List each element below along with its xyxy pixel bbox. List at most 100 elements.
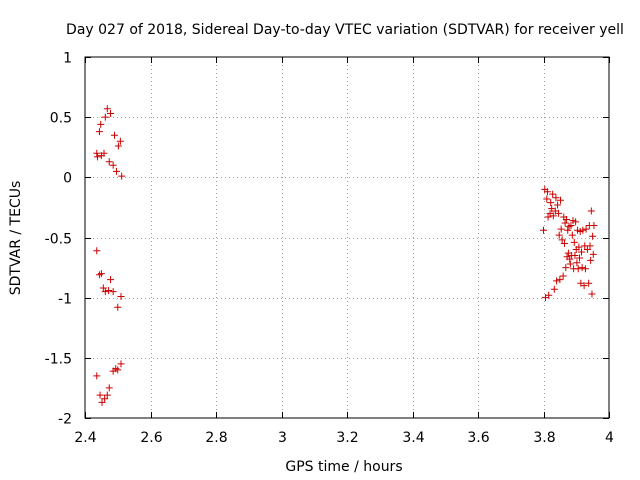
data-point <box>110 131 118 139</box>
data-point <box>112 167 120 175</box>
data-point <box>559 272 567 280</box>
data-point <box>114 366 122 374</box>
data-point <box>93 153 101 161</box>
data-point <box>543 188 551 196</box>
data-point <box>572 218 580 226</box>
data-point <box>578 264 586 272</box>
data-point <box>93 372 101 380</box>
data-point <box>590 221 598 229</box>
data-point <box>101 113 109 121</box>
data-point <box>549 212 557 220</box>
data-point <box>107 276 115 284</box>
data-point <box>109 161 117 169</box>
x-tick-labels: 2.4 2.6 2.8 3 3.2 3.4 3.6 3.8 4 <box>74 430 614 446</box>
x-tick-label: 2.6 <box>140 430 162 446</box>
data-point <box>100 149 108 157</box>
y-tick-label: -1 <box>58 292 72 308</box>
data-point <box>101 395 109 403</box>
data-point <box>586 242 594 250</box>
data-point <box>589 250 597 258</box>
grid-lines <box>85 57 609 418</box>
chart-title: Day 027 of 2018, Sidereal Day-to-day VTE… <box>66 22 624 38</box>
data-point <box>105 286 113 294</box>
data-point <box>555 209 563 217</box>
data-point <box>573 259 581 267</box>
data-point <box>549 190 557 198</box>
data-point <box>557 225 565 233</box>
data-point <box>96 391 104 399</box>
data-point <box>589 232 597 240</box>
data-point <box>564 226 572 234</box>
data-point <box>580 282 588 290</box>
data-point <box>571 252 579 260</box>
x-tick-label: 3.2 <box>336 430 358 446</box>
data-point <box>554 201 562 209</box>
y-tick-label: -2 <box>58 412 72 428</box>
x-tick-label: 3.4 <box>402 430 424 446</box>
data-point <box>560 240 568 248</box>
data-point <box>557 196 565 204</box>
x-axis-label: GPS time / hours <box>285 459 402 475</box>
data-point <box>553 277 561 285</box>
data-point <box>93 247 101 255</box>
data-point <box>95 128 103 136</box>
data-point <box>568 231 576 239</box>
plot-frame <box>84 56 610 419</box>
data-points <box>93 105 598 406</box>
data-point <box>581 265 589 273</box>
data-point <box>566 260 574 268</box>
data-point <box>587 207 595 215</box>
data-point <box>562 264 570 272</box>
y-tick-label: -1.5 <box>45 352 72 368</box>
data-point <box>566 255 574 263</box>
data-point <box>552 194 560 202</box>
data-point <box>562 215 570 223</box>
y-tick-label: 0.5 <box>50 111 72 127</box>
data-point <box>567 221 575 229</box>
y-tick-label: -0.5 <box>45 232 72 248</box>
data-point <box>97 270 105 278</box>
data-point <box>588 290 596 298</box>
y-axis-label: SDTVAR / TECUs <box>8 181 24 296</box>
data-point <box>587 256 595 264</box>
data-point <box>574 265 582 273</box>
data-point <box>576 254 584 262</box>
x-tick-label: 3.8 <box>533 430 555 446</box>
data-point <box>558 236 566 244</box>
x-tick-label: 2.8 <box>205 430 227 446</box>
data-point <box>117 360 125 368</box>
data-point <box>118 172 126 180</box>
data-point <box>107 110 115 118</box>
data-point <box>98 398 106 406</box>
x-tick-label: 4 <box>605 430 614 446</box>
data-point <box>101 288 109 296</box>
data-point <box>117 292 125 300</box>
data-point <box>550 285 558 293</box>
data-point <box>582 225 590 233</box>
data-point <box>103 391 111 399</box>
y-tick-label: 1 <box>63 51 72 67</box>
data-point <box>544 213 552 221</box>
x-tick-label: 2.4 <box>74 430 96 446</box>
data-point <box>99 284 107 292</box>
data-point <box>105 384 113 392</box>
data-point <box>103 105 111 113</box>
data-point <box>583 246 591 254</box>
data-point <box>543 195 551 203</box>
data-point <box>575 243 583 251</box>
data-point <box>561 219 569 227</box>
data-point <box>579 226 587 234</box>
y-tick-label: 0 <box>63 171 72 187</box>
data-point <box>555 231 563 239</box>
data-point <box>93 149 101 157</box>
data-point <box>570 238 578 246</box>
data-point <box>116 137 124 145</box>
data-point <box>114 142 122 150</box>
data-point <box>114 303 122 311</box>
x-tick-label: 3.6 <box>467 430 489 446</box>
data-point <box>556 276 564 284</box>
data-point <box>547 199 555 207</box>
data-point <box>577 248 585 256</box>
